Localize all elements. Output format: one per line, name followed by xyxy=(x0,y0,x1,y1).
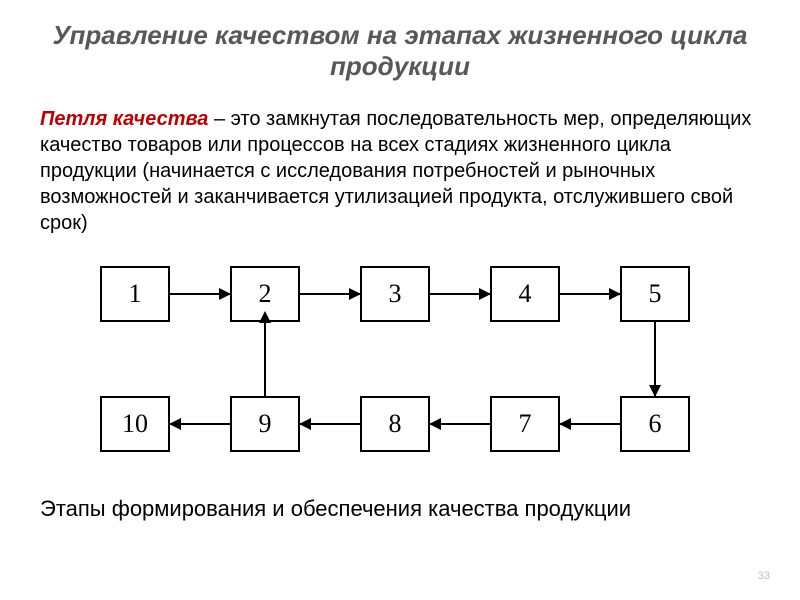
flowchart-diagram: 12345678910 xyxy=(80,266,720,466)
flowchart-arrow xyxy=(560,293,620,295)
flowchart-node: 1 xyxy=(100,266,170,322)
page-title: Управление качеством на этапах жизненног… xyxy=(40,20,760,82)
flowchart-node: 6 xyxy=(620,396,690,452)
flowchart-node: 5 xyxy=(620,266,690,322)
flowchart-node: 4 xyxy=(490,266,560,322)
flowchart-node: 8 xyxy=(360,396,430,452)
page-number: 33 xyxy=(758,570,770,582)
flowchart-connector xyxy=(264,369,266,396)
flowchart-node: 7 xyxy=(490,396,560,452)
flowchart-arrow xyxy=(300,423,360,425)
flowchart-arrow xyxy=(430,423,490,425)
definition-paragraph: Петля качества – это замкнутая последова… xyxy=(40,106,760,236)
flowchart-arrow xyxy=(300,293,360,295)
flowchart-arrow xyxy=(170,293,230,295)
flowchart-connector xyxy=(264,322,266,369)
flowchart-arrow xyxy=(430,293,490,295)
diagram-caption: Этапы формирования и обеспечения качеств… xyxy=(40,496,760,522)
flowchart-arrow xyxy=(654,322,656,396)
flowchart-arrow xyxy=(170,423,230,425)
flowchart-node: 3 xyxy=(360,266,430,322)
flowchart-node: 9 xyxy=(230,396,300,452)
flowchart-node: 10 xyxy=(100,396,170,452)
term: Петля качества xyxy=(40,108,208,130)
flowchart-arrow xyxy=(560,423,620,425)
